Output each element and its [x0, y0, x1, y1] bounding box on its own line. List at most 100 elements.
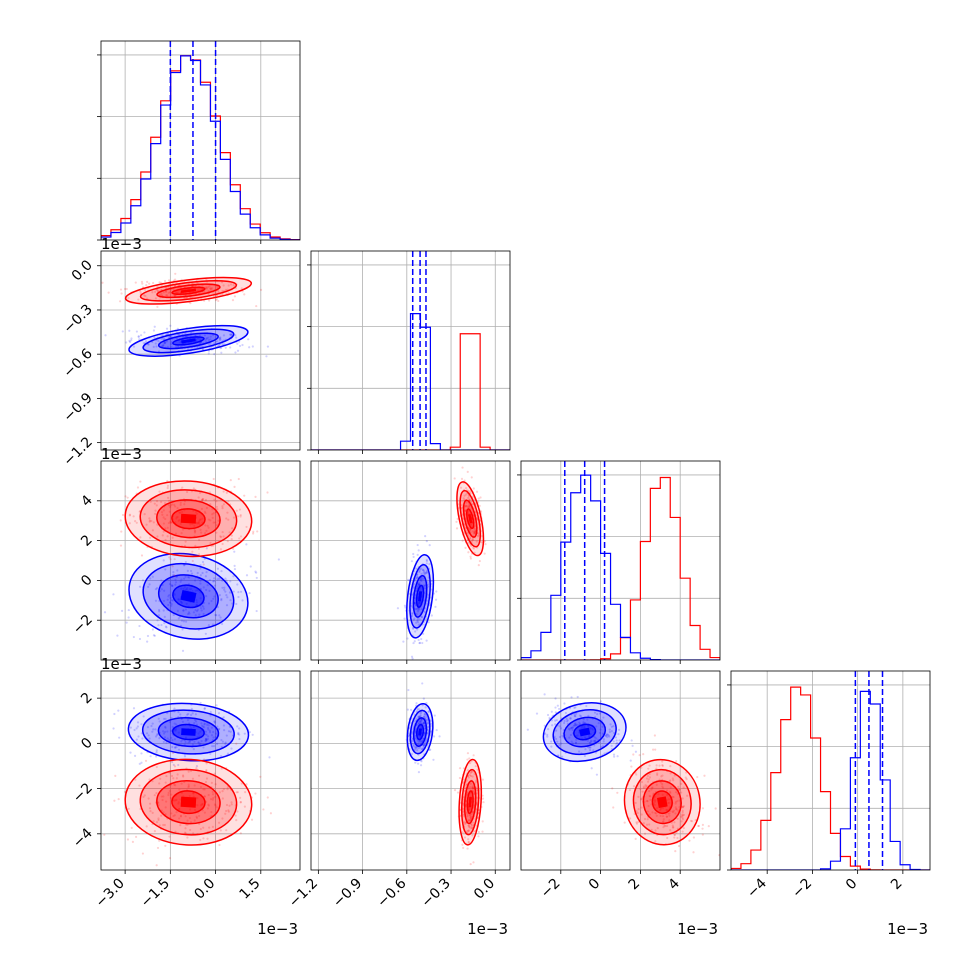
y-scale-label: 1e−3 [101, 235, 142, 253]
scatter-point-blue [173, 593, 176, 596]
scatter-point-blue [599, 728, 602, 731]
scatter-point-red [205, 506, 209, 510]
scatter-point-blue [162, 609, 165, 612]
scatter-point-red [476, 535, 480, 538]
scatter-point-red [462, 780, 465, 784]
scatter-point-blue [160, 588, 163, 591]
scatter-point-red [145, 284, 148, 287]
scatter-point-red [172, 814, 175, 818]
scatter-point-red [677, 844, 681, 848]
scatter-point-blue [187, 741, 190, 744]
scatter-point-red [143, 513, 146, 516]
scatter-point-blue [416, 621, 420, 624]
scatter-point-blue [428, 543, 431, 547]
scatter-point-blue [550, 745, 553, 748]
scatter-point-blue [205, 337, 208, 340]
panel-frame [100, 250, 301, 451]
scatter-point-red [218, 843, 221, 847]
scatter-point-red [168, 499, 171, 502]
scatter-point-blue [558, 744, 561, 747]
scatter-point-blue [416, 553, 419, 557]
scatter-point-red [174, 291, 178, 294]
scatter-point-blue [610, 725, 613, 728]
scatter-point-red [192, 795, 195, 798]
scatter-point-red [181, 486, 184, 489]
scatter-point-blue [133, 728, 136, 732]
scatter-point-blue [554, 723, 557, 726]
scatter-point-red [221, 817, 224, 820]
scatter-point-blue [575, 712, 578, 715]
scatter-point-red [680, 791, 683, 794]
scatter-point-red [228, 531, 231, 534]
scatter-point-red [209, 798, 213, 801]
scatter-point-blue [598, 712, 602, 715]
scatter-point-red [468, 762, 472, 765]
scatter-point-blue [174, 581, 178, 584]
scatter-point-red [166, 294, 169, 297]
scatter-point-red [470, 825, 473, 828]
scatter-point-blue [583, 726, 586, 729]
scatter-point-red [467, 506, 470, 509]
scatter-point-red [209, 503, 212, 506]
scatter-point-red [642, 752, 645, 756]
scatter-point-red [155, 504, 158, 507]
scatter-point-red [205, 286, 208, 289]
scatter-point-red [208, 826, 211, 829]
scatter-point-blue [598, 731, 602, 734]
scatter-point-red [666, 801, 670, 805]
scatter-point-blue [154, 342, 157, 345]
scatter-point-blue [229, 333, 232, 336]
scatter-point-red [668, 814, 671, 817]
scatter-point-blue [595, 737, 598, 740]
scatter-point-blue [423, 731, 426, 734]
scatter-point-red [168, 857, 172, 860]
scatter-point-red [178, 511, 181, 514]
panel-frame [730, 670, 931, 871]
scatter-point-blue [172, 573, 175, 576]
scatter-point-red [169, 796, 172, 800]
scatter-point-blue [426, 594, 429, 597]
scatter-point-red [143, 288, 147, 291]
panel-2-2 [517, 460, 721, 664]
scatter-point-red [202, 837, 205, 840]
scatter-point-red [183, 500, 187, 503]
scatter-point-red [472, 754, 475, 757]
scatter-point-blue [412, 552, 415, 556]
scatter-point-blue [419, 601, 422, 604]
scatter-point-blue [582, 718, 585, 721]
scatter-point-blue [420, 579, 423, 583]
scatter-point-blue [216, 742, 219, 745]
scatter-point-blue [566, 719, 569, 722]
scatter-point-red [173, 294, 176, 297]
scatter-point-blue [217, 712, 221, 715]
scatter-point-red [183, 831, 187, 834]
scatter-point-blue [414, 594, 417, 597]
scatter-point-blue [163, 622, 166, 625]
y-tick-label: 0 [78, 572, 96, 590]
scatter-point-blue [205, 733, 208, 736]
scatter-point-red [158, 490, 161, 493]
scatter-point-red [205, 777, 209, 780]
scatter-point-red [174, 505, 177, 508]
panel-frame [310, 670, 511, 871]
scatter-point-blue [410, 655, 414, 658]
scatter-point-blue [406, 637, 409, 640]
scatter-point-blue [157, 608, 161, 612]
scatter-point-blue [574, 724, 577, 727]
scatter-point-blue [590, 727, 594, 730]
scatter-point-red [252, 530, 255, 533]
scatter-point-blue [239, 590, 243, 593]
scatter-point-blue [422, 745, 426, 748]
scatter-point-red [640, 780, 644, 784]
scatter-point-blue [171, 745, 174, 749]
scatter-point-red [221, 507, 224, 510]
scatter-point-blue [403, 604, 407, 607]
scatter-point-red [170, 521, 173, 524]
scatter-point-red [468, 825, 471, 829]
scatter-point-red [656, 772, 659, 775]
scatter-point-blue [209, 752, 212, 755]
scatter-point-blue [138, 762, 141, 765]
scatter-point-red [462, 811, 465, 814]
scatter-point-red [632, 785, 636, 788]
scatter-point-red [468, 757, 471, 760]
